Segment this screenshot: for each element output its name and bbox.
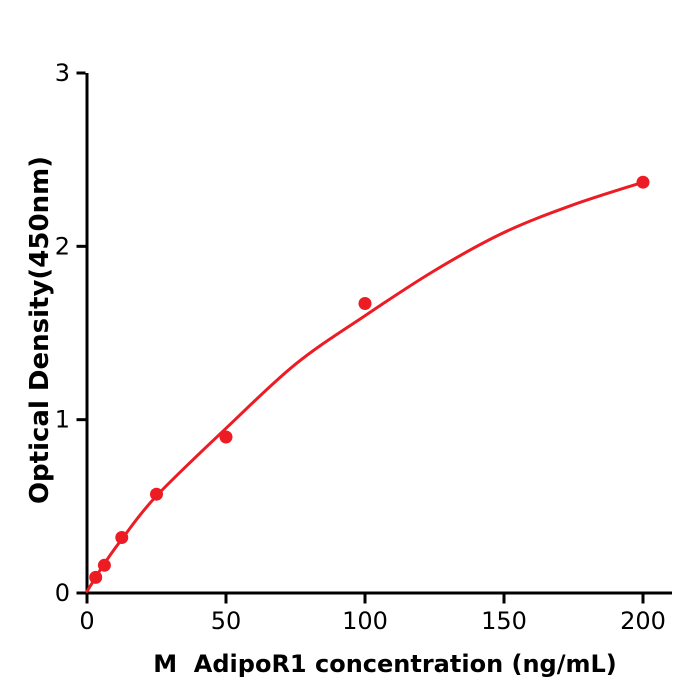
data-point bbox=[115, 531, 129, 544]
y-axis-label: Optical Density(450nm) bbox=[25, 155, 55, 505]
x-tick-label: 0 bbox=[79, 607, 94, 635]
y-tick-label: 3 bbox=[55, 59, 70, 87]
x-axis-label: M AdipoR1 concentration (ng/mL) bbox=[153, 650, 617, 678]
data-point bbox=[97, 558, 111, 572]
x-tick-label: 200 bbox=[620, 607, 666, 635]
data-series bbox=[85, 175, 650, 593]
data-point bbox=[219, 430, 233, 444]
data-point bbox=[89, 570, 103, 584]
x-tick-label: 50 bbox=[211, 607, 242, 635]
data-point bbox=[358, 297, 372, 310]
y-tick-label: 1 bbox=[55, 406, 70, 434]
y-tick-label: 2 bbox=[55, 232, 70, 260]
fit-curve bbox=[85, 180, 645, 593]
data-point bbox=[636, 175, 650, 189]
y-tick-label: 0 bbox=[55, 579, 70, 607]
x-tick-label: 150 bbox=[481, 607, 527, 635]
x-tick-label: 100 bbox=[342, 607, 388, 635]
axes: 0 50 100 150 200 0 1 2 3 bbox=[55, 59, 672, 635]
data-point bbox=[150, 487, 163, 501]
